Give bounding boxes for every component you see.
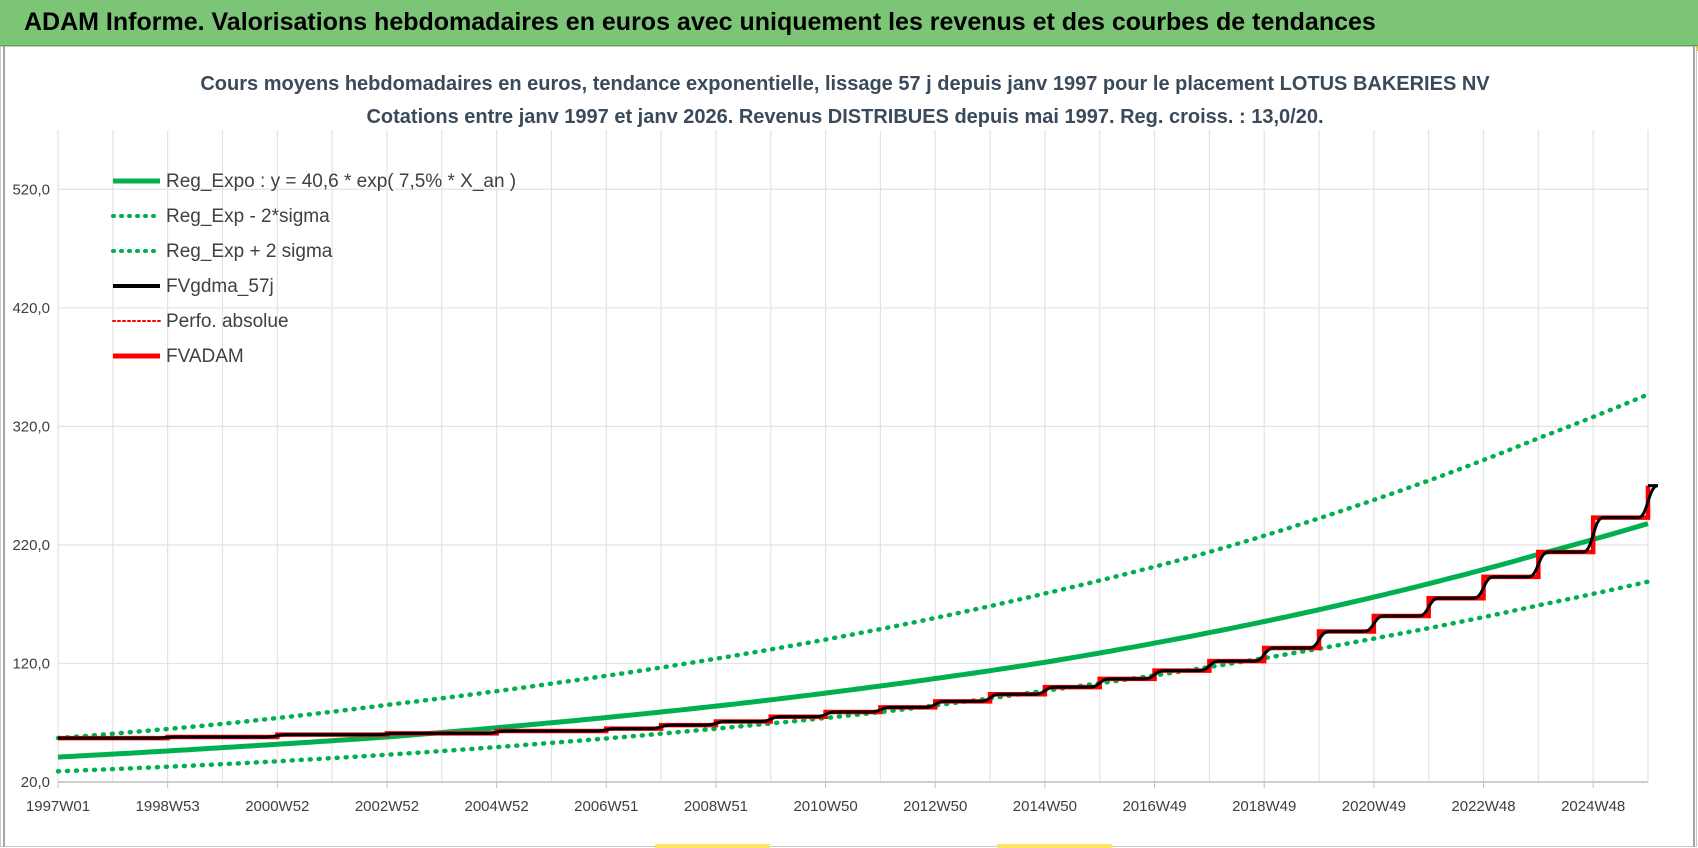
grid [57, 130, 1649, 783]
series-fvgdma-57j-line [58, 484, 1659, 740]
x-tick-label: 2006W51 [574, 798, 638, 815]
x-tick-label: 2000W52 [245, 798, 309, 815]
series-reg-expo-line [57, 521, 1649, 760]
x-tick-label: 2002W52 [355, 798, 419, 815]
axis-layer: 20,0 120,0 220,0 320,0 420,0 520,0 1997W01 1998… [12, 181, 1648, 815]
x-tick-label: 2018W49 [1232, 798, 1296, 815]
y-tick-label: 320,0 [12, 418, 50, 435]
x-tick-label: 1997W01 [26, 798, 90, 815]
x-tick-label: 2010W50 [793, 798, 857, 815]
series-reg-exp-plus-2sigma-line [55, 392, 1651, 741]
left-border [3, 46, 5, 847]
x-tick-label: 2014W50 [1013, 798, 1077, 815]
x-tick-label: 2016W49 [1122, 798, 1186, 815]
series-reg-exp-minus-2sigma-line [55, 579, 1651, 774]
y-tick-label: 420,0 [12, 300, 50, 317]
y-tick-label: 520,0 [12, 181, 50, 198]
x-tick-label: 2012W50 [903, 798, 967, 815]
legend: Reg_Expo : y = 40,6 * exp( 7,5% * X_an )… [111, 171, 516, 367]
legend-label: Perfo. absolue [166, 311, 289, 332]
legend-label: Reg_Exp - 2*sigma [166, 206, 330, 227]
legend-label: Reg_Expo : y = 40,6 * exp( 7,5% * X_an ) [166, 171, 516, 192]
legend-label: FVgdma_57j [166, 276, 274, 297]
x-tick-label: 2004W52 [465, 798, 529, 815]
legend-label: FVADAM [166, 346, 244, 367]
x-tick-label: 2008W51 [684, 798, 748, 815]
x-tick-label: 2020W49 [1342, 798, 1406, 815]
chart-title: Cours moyens hebdomadaires en euros, ten… [200, 73, 1490, 95]
title-banner: ADAM Informe. Valorisations hebdomadaire… [0, 0, 1698, 46]
sheet-tab-marker-1 [655, 844, 770, 848]
x-tick-label: 2024W48 [1561, 798, 1625, 815]
chart-area: Cours moyens hebdomadaires en euros, ten… [12, 73, 1659, 815]
chart-subtitle: Cotations entre janv 1997 et janv 2026. … [366, 106, 1323, 128]
legend-label: Reg_Exp + 2 sigma [166, 241, 333, 262]
report-title: ADAM Informe. Valorisations hebdomadaire… [24, 8, 1376, 36]
y-tick-label: 20,0 [21, 774, 50, 791]
y-tick-label: 120,0 [12, 655, 50, 672]
series-fvadam-line [58, 485, 1651, 741]
series-layer [55, 392, 1659, 774]
sheet-tab-marker-2 [997, 844, 1112, 848]
x-tick-label: 1998W53 [136, 798, 200, 815]
right-border [1693, 46, 1695, 847]
x-tick-label: 2022W48 [1451, 798, 1515, 815]
y-tick-label: 220,0 [12, 537, 50, 554]
